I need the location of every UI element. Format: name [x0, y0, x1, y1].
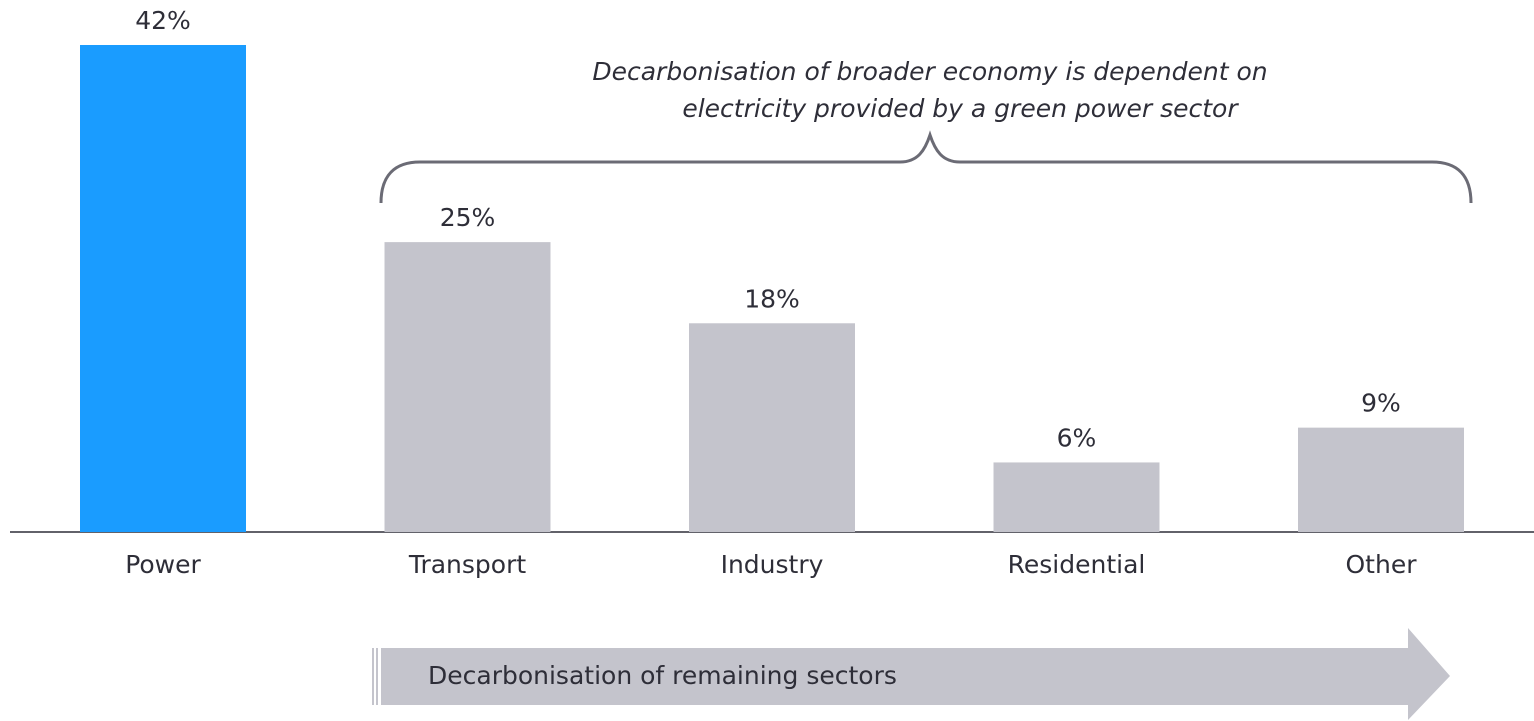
arrow: Decarbonisation of remaining sectors: [372, 628, 1450, 720]
bar: [689, 323, 855, 532]
arrow-stripe: [372, 648, 374, 705]
arrow-body: [381, 628, 1450, 720]
x-tick-label: Other: [1346, 550, 1418, 579]
value-label: 9%: [1361, 389, 1401, 418]
x-tick-label: Industry: [721, 550, 824, 579]
bar: [80, 45, 246, 532]
value-label: 18%: [744, 284, 800, 313]
value-label: 6%: [1057, 423, 1097, 452]
bar: [1298, 427, 1464, 532]
x-tick-label: Transport: [408, 550, 527, 579]
value-label: 42%: [135, 6, 191, 35]
bar: [993, 462, 1160, 532]
x-tick-label: Power: [125, 550, 201, 579]
x-tick-label: Residential: [1008, 550, 1146, 579]
annotation: Decarbonisation of broader economy is de…: [592, 57, 1267, 86]
arrow-label: Decarbonisation of remaining sectors: [428, 661, 897, 690]
annotation: electricity provided by a green power se…: [682, 94, 1239, 123]
arrow-stripe: [376, 648, 378, 705]
brace: [379, 130, 1473, 204]
bar: [384, 242, 551, 532]
value-label: 25%: [440, 203, 496, 232]
